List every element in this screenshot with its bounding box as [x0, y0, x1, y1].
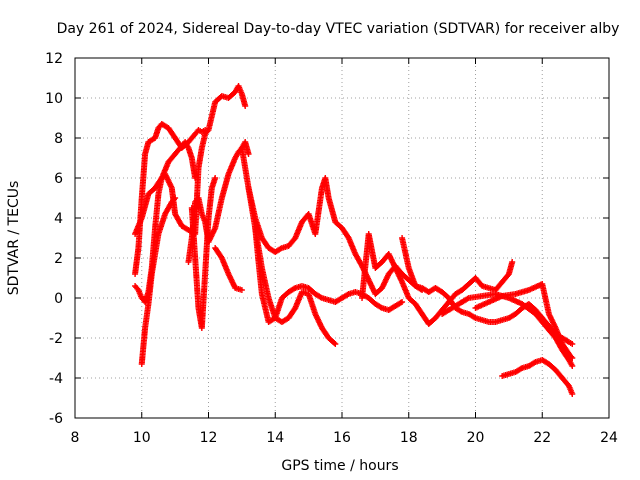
x-tick-label: 24: [600, 430, 618, 446]
data-point: [569, 341, 576, 347]
chart-title: Day 261 of 2024, Sidereal Day-to-day VTE…: [57, 21, 620, 37]
series-track-e: [188, 175, 219, 331]
data-point: [238, 287, 245, 293]
x-tick-label: 18: [400, 430, 418, 446]
series-track-c: [132, 139, 199, 305]
y-tick-label: 4: [54, 211, 63, 227]
y-tick-label: 0: [54, 291, 63, 307]
series-track-g: [212, 245, 245, 293]
x-tick-label: 20: [467, 430, 485, 446]
series-track-f: [185, 139, 252, 265]
data-point: [332, 341, 339, 347]
data-point: [509, 259, 516, 265]
data-point: [399, 299, 406, 305]
x-axis-label: GPS time / hours: [281, 458, 398, 474]
y-tick-label: 8: [54, 131, 63, 147]
x-tick-label: 16: [333, 430, 351, 446]
x-tick-label: 22: [533, 430, 551, 446]
x-tick-label: 10: [133, 430, 151, 446]
data-point: [331, 340, 338, 346]
y-axis-label: SDTVAR / TECUs: [6, 181, 22, 296]
y-tick-label: -2: [49, 331, 63, 347]
data-point: [569, 363, 576, 369]
x-tick-label: 8: [71, 430, 80, 446]
series-track-d: [138, 195, 179, 367]
y-tick-label: 2: [54, 251, 63, 267]
x-tick-label: 12: [200, 430, 218, 446]
y-tick-label: -6: [49, 411, 63, 427]
data-point: [569, 355, 576, 361]
data-point: [192, 175, 199, 181]
y-tick-label: 10: [45, 91, 63, 107]
x-tick-label: 14: [266, 430, 284, 446]
y-tick-label: -4: [49, 371, 63, 387]
series-track-j: [252, 225, 406, 325]
series-track-o: [499, 357, 576, 397]
data-point: [242, 103, 249, 109]
plot-frame: [74, 57, 610, 419]
y-tick-label: 12: [45, 51, 63, 67]
data-point: [569, 391, 576, 397]
y-tick-label: 6: [54, 171, 63, 187]
data-point: [202, 127, 209, 133]
series-track-k: [359, 231, 516, 327]
series-track-n: [472, 281, 576, 361]
data-point: [245, 151, 252, 157]
data-point: [172, 195, 179, 201]
data-point: [212, 175, 219, 181]
data-points: [132, 83, 576, 397]
series-track-i: [245, 185, 339, 347]
